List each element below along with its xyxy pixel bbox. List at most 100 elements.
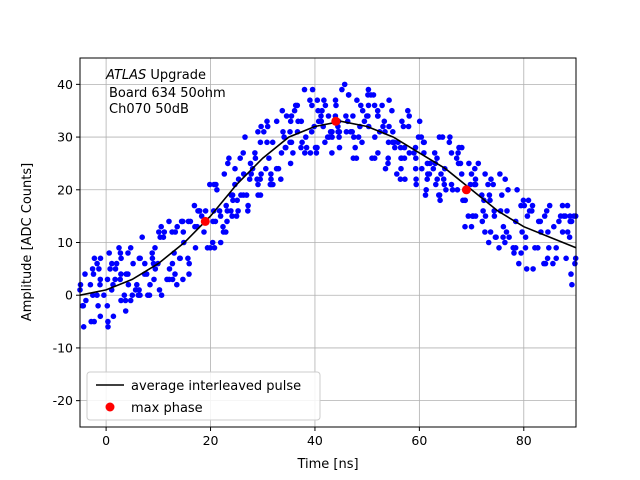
sample-point — [125, 281, 132, 288]
sample-point — [255, 181, 261, 188]
sample-point — [405, 123, 412, 130]
sample-point — [375, 150, 381, 156]
sample-point — [228, 208, 234, 214]
y-axis-label: Amplitude [ADC Counts] — [20, 163, 35, 321]
sample-point — [368, 92, 374, 98]
sample-point — [390, 129, 396, 135]
sample-point — [343, 113, 349, 119]
sample-point — [424, 160, 431, 167]
sample-point — [158, 223, 164, 230]
sample-point — [505, 187, 511, 193]
sample-point — [158, 292, 165, 299]
sample-point — [230, 197, 236, 204]
sample-point — [502, 239, 508, 246]
sample-point — [207, 181, 213, 188]
sample-point — [468, 223, 475, 230]
sample-point — [397, 176, 404, 182]
sample-point — [380, 123, 386, 130]
sample-point — [436, 192, 443, 198]
sample-point — [480, 208, 486, 214]
sample-point — [374, 107, 381, 114]
sample-point — [302, 150, 308, 156]
sample-point — [525, 197, 532, 204]
sample-point — [112, 276, 118, 283]
sample-point — [273, 118, 280, 125]
sample-point — [465, 213, 472, 219]
sample-point — [522, 234, 529, 240]
sample-point — [233, 213, 240, 219]
sample-point — [405, 107, 411, 114]
sample-point — [449, 187, 456, 193]
sample-point — [281, 134, 287, 140]
sample-point — [299, 139, 305, 146]
y-tick-label: 10 — [57, 235, 73, 250]
sample-point — [504, 208, 510, 214]
max-phase-point — [200, 216, 210, 226]
sample-point — [423, 187, 430, 193]
sample-point — [255, 129, 261, 135]
sample-point — [497, 171, 503, 177]
sample-point — [80, 303, 87, 309]
sample-point — [225, 160, 231, 167]
sample-point — [438, 171, 444, 177]
sample-point — [166, 218, 172, 225]
sample-point — [400, 123, 407, 130]
sample-point — [329, 134, 335, 140]
sample-point — [529, 202, 536, 209]
sample-point — [440, 176, 447, 182]
sample-point — [466, 160, 472, 167]
sample-point — [336, 129, 343, 135]
sample-point — [322, 139, 328, 146]
sample-point — [535, 245, 541, 251]
annotation-line-3: Ch070 50dB — [109, 102, 189, 117]
sample-point — [211, 245, 218, 251]
sample-point — [426, 171, 433, 177]
sample-point — [261, 129, 267, 135]
sample-point — [564, 229, 571, 235]
sample-point — [104, 276, 111, 283]
sample-point — [568, 218, 575, 225]
sample-point — [406, 113, 413, 119]
sample-point — [247, 160, 254, 167]
sample-point — [109, 260, 115, 267]
sample-point — [143, 271, 150, 277]
sample-point — [257, 176, 264, 182]
sample-point — [511, 250, 517, 256]
sample-point — [121, 292, 128, 299]
sample-point — [350, 113, 356, 119]
sample-point — [268, 176, 274, 182]
sample-point — [142, 260, 148, 267]
sample-point — [83, 297, 89, 304]
sample-point — [365, 113, 371, 119]
sample-point — [122, 297, 129, 304]
sample-point — [385, 160, 391, 167]
sample-point — [234, 197, 240, 204]
sample-point — [392, 144, 398, 151]
sample-point — [389, 107, 395, 114]
sample-point — [543, 208, 550, 214]
sample-point — [482, 171, 488, 177]
sample-point — [202, 208, 209, 214]
sample-point — [431, 150, 438, 156]
sample-point — [499, 192, 505, 198]
sample-point — [214, 187, 220, 193]
sample-point — [488, 176, 494, 182]
sample-point — [209, 239, 216, 246]
sample-point — [113, 260, 120, 267]
sample-point — [116, 245, 122, 251]
sample-point — [382, 165, 389, 172]
sample-point — [422, 192, 429, 198]
sample-point — [309, 86, 316, 93]
max-phase-series — [200, 116, 471, 226]
sample-point — [487, 197, 493, 204]
sample-point — [341, 81, 348, 88]
sample-point — [551, 223, 557, 230]
sample-point — [448, 150, 455, 156]
sample-point — [339, 86, 345, 93]
sample-point — [240, 150, 246, 156]
sample-point — [90, 292, 96, 299]
sample-point — [319, 107, 325, 114]
sample-point — [503, 229, 510, 235]
sample-point — [479, 218, 486, 225]
